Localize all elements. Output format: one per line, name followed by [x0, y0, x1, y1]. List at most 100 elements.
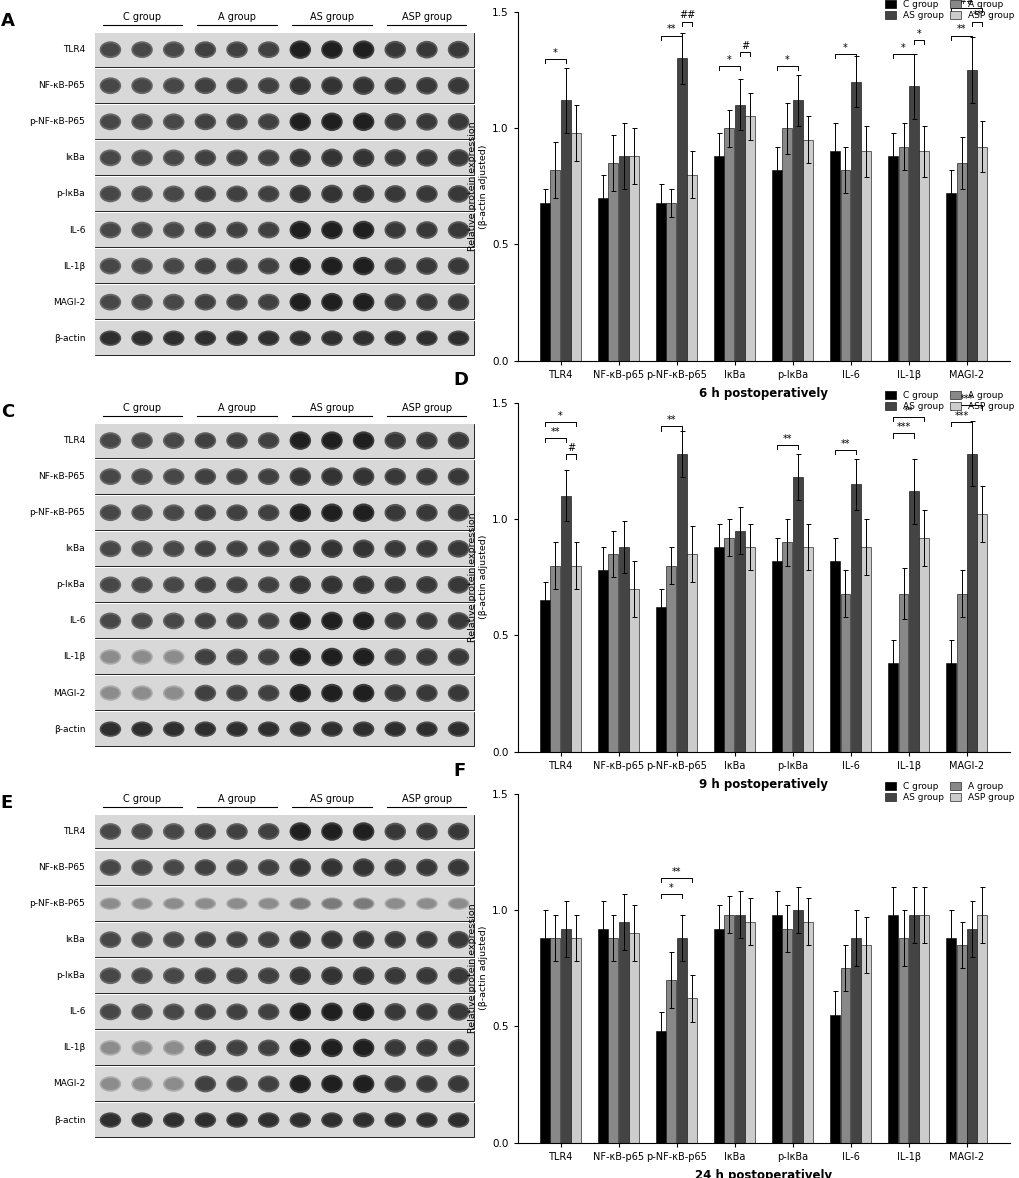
Text: F: F [453, 762, 466, 780]
Ellipse shape [449, 933, 468, 946]
Ellipse shape [131, 859, 153, 876]
Ellipse shape [322, 968, 340, 982]
Ellipse shape [164, 44, 182, 57]
Ellipse shape [163, 78, 184, 94]
Bar [723, 128, 734, 360]
Ellipse shape [321, 148, 342, 167]
Ellipse shape [227, 899, 246, 908]
Ellipse shape [258, 221, 279, 238]
Bar [966, 928, 976, 1143]
Text: **: ** [971, 11, 981, 20]
Ellipse shape [416, 185, 437, 203]
Bar [95, 33, 474, 67]
Ellipse shape [289, 721, 311, 737]
Ellipse shape [447, 684, 469, 702]
Ellipse shape [258, 684, 279, 701]
Bar [571, 938, 581, 1143]
Ellipse shape [195, 859, 216, 876]
Bar [803, 140, 812, 360]
Ellipse shape [355, 614, 372, 628]
Ellipse shape [227, 470, 246, 483]
Ellipse shape [355, 723, 372, 735]
Ellipse shape [259, 825, 277, 838]
Ellipse shape [226, 504, 248, 521]
Ellipse shape [132, 152, 151, 164]
Ellipse shape [226, 41, 248, 58]
Ellipse shape [290, 434, 309, 448]
Ellipse shape [322, 294, 340, 310]
Bar [888, 663, 897, 752]
Text: NF-κB-P65: NF-κB-P65 [39, 81, 86, 91]
Ellipse shape [227, 825, 246, 838]
Ellipse shape [289, 1039, 311, 1057]
Text: E: E [1, 794, 13, 812]
Bar [956, 945, 966, 1143]
Text: p-NF-κB-P65: p-NF-κB-P65 [30, 508, 86, 517]
Ellipse shape [289, 148, 311, 167]
Bar [956, 594, 966, 752]
Ellipse shape [416, 576, 437, 594]
Bar [619, 155, 628, 360]
Bar [829, 561, 840, 752]
Ellipse shape [259, 969, 277, 982]
Ellipse shape [355, 650, 372, 664]
Ellipse shape [355, 899, 372, 908]
Ellipse shape [355, 434, 372, 448]
Ellipse shape [416, 113, 437, 131]
Ellipse shape [418, 1114, 435, 1126]
Bar [803, 921, 812, 1143]
Bar [95, 959, 474, 993]
Ellipse shape [131, 258, 153, 274]
Text: **: ** [840, 438, 850, 449]
Ellipse shape [164, 723, 182, 735]
Bar [539, 601, 549, 752]
Ellipse shape [196, 969, 214, 982]
Ellipse shape [386, 470, 404, 483]
Ellipse shape [355, 294, 372, 310]
Ellipse shape [227, 1078, 246, 1091]
Ellipse shape [322, 1005, 340, 1019]
Ellipse shape [259, 507, 277, 519]
Ellipse shape [195, 1039, 216, 1057]
Ellipse shape [384, 967, 406, 985]
Ellipse shape [195, 613, 216, 629]
Ellipse shape [258, 186, 279, 203]
Bar [539, 203, 549, 360]
Ellipse shape [132, 825, 151, 838]
Ellipse shape [321, 1112, 342, 1127]
Ellipse shape [101, 332, 119, 344]
Ellipse shape [132, 899, 151, 908]
Ellipse shape [132, 687, 151, 699]
Ellipse shape [227, 1005, 246, 1018]
Bar [607, 554, 618, 752]
Ellipse shape [384, 221, 406, 239]
Ellipse shape [227, 1114, 246, 1126]
Ellipse shape [259, 152, 277, 164]
Ellipse shape [132, 578, 151, 591]
Ellipse shape [131, 1004, 153, 1020]
Ellipse shape [386, 542, 404, 556]
Ellipse shape [384, 1076, 406, 1093]
Ellipse shape [131, 293, 153, 311]
Ellipse shape [101, 615, 119, 628]
Ellipse shape [226, 576, 248, 594]
Ellipse shape [226, 898, 248, 909]
Ellipse shape [322, 825, 340, 839]
Bar [95, 887, 474, 920]
Ellipse shape [353, 148, 374, 167]
Ellipse shape [100, 186, 121, 203]
Text: β-actin: β-actin [54, 724, 86, 734]
Ellipse shape [195, 541, 216, 557]
Bar [976, 914, 986, 1143]
Ellipse shape [384, 576, 406, 594]
Ellipse shape [384, 331, 406, 346]
Bar [677, 59, 686, 360]
Ellipse shape [196, 224, 214, 237]
Ellipse shape [196, 507, 214, 519]
Ellipse shape [195, 576, 216, 594]
Bar [665, 565, 676, 752]
Ellipse shape [226, 721, 248, 737]
Ellipse shape [258, 967, 279, 984]
Ellipse shape [289, 898, 311, 909]
Ellipse shape [163, 293, 184, 311]
